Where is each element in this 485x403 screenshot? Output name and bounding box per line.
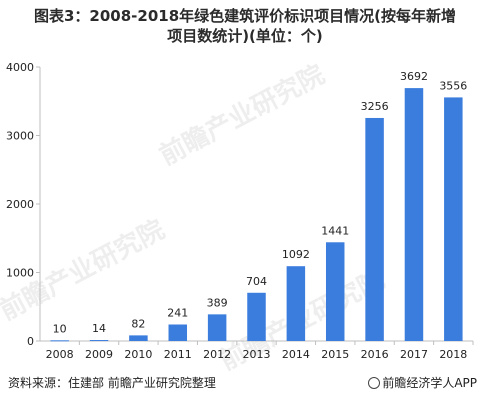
x-tick-label: 2008	[46, 348, 74, 361]
x-tick-label: 2011	[164, 348, 192, 361]
source-note: 资料来源：住建部 前瞻产业研究院整理	[8, 376, 216, 390]
bar	[444, 97, 463, 341]
data-label: 1441	[321, 224, 349, 237]
y-tick-label: 3000	[6, 130, 34, 143]
bar	[50, 340, 69, 342]
bar	[89, 340, 109, 342]
x-tick-label: 2009	[85, 348, 113, 361]
chart-title: 图表3：2008-2018年绿色建筑评价标识项目情况(按每年新增 项目数统计)(…	[10, 6, 480, 46]
data-label: 1092	[282, 248, 310, 261]
x-tick-label: 2016	[361, 348, 389, 361]
bar	[286, 266, 306, 341]
bar	[365, 117, 384, 342]
x-tick-label: 2017	[400, 348, 428, 361]
x-tick-label: 2010	[124, 348, 152, 361]
y-tick-label: 1000	[6, 267, 34, 280]
x-tick-label: 2014	[282, 348, 310, 361]
data-label: 10	[53, 322, 67, 335]
bar	[247, 292, 266, 341]
data-label: 704	[246, 275, 267, 288]
bar	[168, 324, 188, 341]
data-label: 3556	[439, 79, 467, 92]
data-label: 3692	[400, 70, 428, 83]
data-label: 82	[131, 317, 145, 330]
x-tick-label: 2013	[243, 348, 271, 361]
y-tick-label: 2000	[6, 198, 34, 211]
x-tick-label: 2015	[321, 348, 349, 361]
bar	[129, 335, 148, 341]
y-tick-label: 0	[27, 335, 34, 348]
brand-label: 前瞻经济学人APP	[368, 374, 477, 391]
bar	[404, 88, 424, 342]
chart-title-line-1: 图表3：2008-2018年绿色建筑评价标识项目情况(按每年新增	[33, 7, 457, 25]
x-tick-label: 2012	[203, 348, 231, 361]
y-tick-label: 4000	[6, 61, 34, 74]
data-label: 241	[167, 306, 188, 319]
x-tick-label: 2018	[439, 348, 467, 361]
data-label: 389	[207, 296, 228, 309]
bar	[325, 242, 345, 341]
bar-chart: 0 1000 2000 3000 4000 10 2008 14 2009 82 2010 241 20…	[6, 61, 474, 361]
data-label: 14	[92, 322, 106, 335]
brand-logo-icon	[368, 377, 381, 389]
bar	[207, 314, 227, 341]
chart-title-line-2: 项目数统计)(单位：个)	[167, 27, 323, 45]
brand-text: 前瞻经济学人APP	[382, 376, 477, 390]
data-label: 3256	[361, 100, 389, 113]
